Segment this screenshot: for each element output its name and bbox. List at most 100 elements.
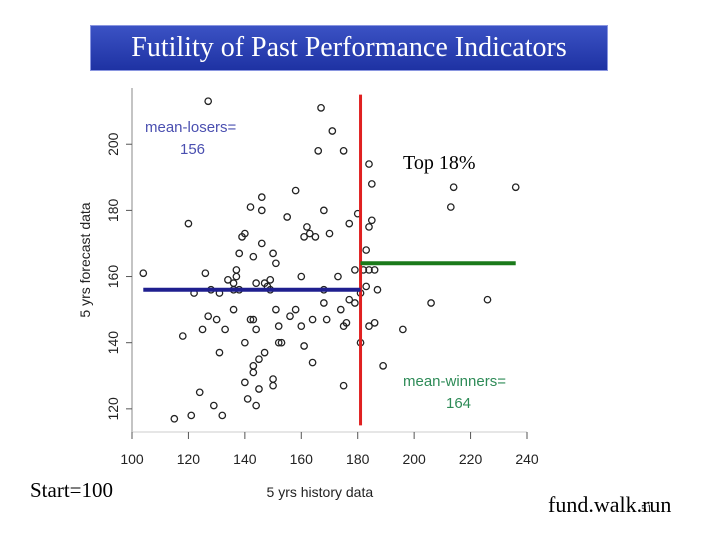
data-point	[365, 160, 373, 168]
data-point	[249, 315, 258, 324]
data-point	[266, 275, 275, 284]
y-tick-label: 120	[105, 397, 121, 421]
data-point	[351, 266, 359, 274]
data-point	[342, 318, 351, 327]
data-point	[483, 295, 492, 304]
x-tick-label: 200	[402, 451, 426, 467]
data-point	[229, 279, 238, 288]
data-point	[221, 325, 229, 334]
axes-layer: 100 120 140 160 180 200 220 240 5 yrs history da…	[77, 88, 539, 500]
data-point	[300, 342, 308, 350]
data-point	[269, 381, 277, 390]
page-number: 51	[641, 503, 652, 515]
x-tick-label: 120	[177, 451, 201, 467]
mean-losers-value: 156	[180, 141, 205, 158]
data-point	[269, 249, 277, 258]
data-point	[367, 216, 376, 225]
data-point	[345, 295, 354, 304]
data-point	[370, 318, 379, 327]
x-tick-label: 240	[515, 451, 539, 467]
data-point	[246, 315, 255, 324]
data-point	[255, 355, 263, 364]
data-point	[286, 312, 294, 321]
data-point	[269, 375, 277, 383]
data-point	[308, 315, 317, 324]
points-layer	[139, 97, 520, 423]
start-label: Start=100	[30, 478, 114, 502]
data-point	[283, 213, 292, 221]
data-point	[362, 246, 371, 254]
data-point	[449, 183, 458, 192]
data-point	[362, 282, 371, 291]
data-point	[277, 338, 286, 347]
data-point	[367, 180, 376, 188]
data-point	[322, 315, 331, 324]
x-tick-label: 140	[233, 451, 257, 467]
data-point	[320, 299, 328, 307]
data-point	[252, 401, 260, 410]
data-point	[215, 348, 224, 357]
mean-winners-value: 164	[446, 395, 471, 412]
data-point	[249, 252, 258, 261]
y-tick-label: 180	[105, 198, 121, 222]
data-point	[365, 223, 373, 231]
data-point	[249, 361, 258, 370]
data-point	[187, 411, 196, 420]
data-point	[257, 206, 266, 215]
data-point	[328, 127, 337, 135]
data-point	[427, 299, 435, 307]
data-point	[195, 388, 204, 397]
data-point	[274, 338, 283, 347]
data-point	[204, 97, 213, 106]
data-point	[260, 348, 269, 357]
data-point	[201, 269, 210, 278]
lines-layer	[143, 94, 516, 426]
data-point	[243, 395, 252, 403]
data-point	[198, 325, 207, 334]
mean-losers-label: mean-losers=	[145, 119, 237, 136]
data-point	[308, 358, 317, 367]
slide-title: Futility of Past Performance Indicators	[90, 25, 608, 71]
data-point	[297, 272, 306, 281]
data-point	[235, 249, 244, 258]
x-axis-title: 5 yrs history data	[267, 484, 374, 500]
data-point	[241, 229, 249, 238]
x-tick-label: 220	[459, 451, 483, 467]
data-point	[511, 183, 520, 192]
data-point	[241, 378, 249, 387]
data-point	[229, 305, 238, 314]
data-point	[339, 146, 348, 155]
data-point	[325, 229, 334, 238]
data-point	[336, 305, 345, 314]
data-point	[241, 338, 249, 347]
data-point	[320, 206, 328, 215]
data-point	[255, 385, 263, 393]
data-point	[170, 414, 179, 423]
data-point	[314, 146, 323, 155]
data-point	[446, 203, 455, 211]
data-point	[311, 232, 320, 241]
data-point	[291, 305, 300, 314]
data-point	[257, 193, 266, 202]
data-point	[272, 259, 280, 268]
data-point	[379, 361, 387, 370]
data-point	[305, 229, 314, 238]
data-point	[339, 381, 348, 390]
data-point	[246, 203, 255, 211]
data-point	[345, 219, 354, 228]
data-point	[212, 315, 221, 324]
data-point	[204, 312, 213, 321]
data-point	[317, 103, 325, 112]
y-tick-label: 200	[105, 132, 121, 156]
data-point	[249, 368, 258, 377]
data-point	[257, 239, 266, 248]
data-point	[370, 266, 379, 274]
top-percent-annotation: Top 18%	[403, 152, 476, 174]
data-point	[178, 332, 187, 340]
x-tick-label: 180	[346, 451, 370, 467]
data-point	[373, 285, 382, 294]
labels-layer: mean-losers= 156 mean-winners= 164	[145, 119, 506, 412]
data-point	[252, 279, 260, 288]
data-point	[365, 266, 373, 274]
